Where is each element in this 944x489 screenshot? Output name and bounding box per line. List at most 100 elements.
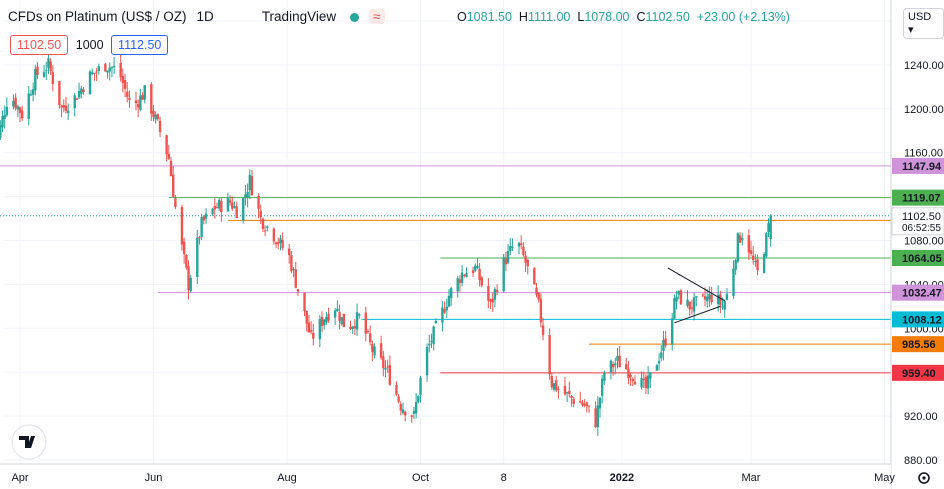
candle-body <box>465 273 468 278</box>
last-price-label: 1102.50 <box>902 211 941 223</box>
candle-body <box>340 317 343 324</box>
candle-body <box>570 395 573 398</box>
candle-body <box>211 208 214 215</box>
candle-body <box>664 338 667 346</box>
candle-body <box>600 378 604 396</box>
candle-body <box>136 104 140 108</box>
candle-body <box>463 275 466 277</box>
candle-body <box>128 97 131 101</box>
candle-body <box>263 230 267 232</box>
sell-button[interactable]: 1102.50 <box>10 35 69 55</box>
candle-body <box>104 63 107 72</box>
candle-body <box>51 72 55 84</box>
candle-body <box>649 372 652 379</box>
price-level-tag <box>892 284 944 301</box>
candle-body <box>491 298 494 303</box>
candle-body <box>119 62 122 78</box>
candle-body <box>231 202 234 209</box>
candle-body <box>323 319 326 326</box>
candle-body <box>502 256 505 292</box>
candle-body <box>60 105 63 108</box>
candle-body <box>447 295 451 307</box>
buy-button[interactable]: 1112.50 <box>111 35 169 55</box>
candle-body <box>434 320 438 324</box>
price-level-tag <box>892 336 944 353</box>
candle-body <box>769 215 772 239</box>
candle-body <box>274 242 278 245</box>
candle-body <box>495 290 499 292</box>
y-tick-label: 1160.00 <box>904 148 943 160</box>
candle-body <box>428 343 431 346</box>
candle-body <box>342 313 346 328</box>
candle-body <box>34 68 37 91</box>
candle-body <box>296 289 300 292</box>
candle-body <box>158 120 162 133</box>
candle-body <box>196 237 199 277</box>
candle-body <box>215 207 219 209</box>
candle-body <box>327 313 330 321</box>
candle-body <box>565 392 569 394</box>
candle-body <box>767 223 770 232</box>
candle-body <box>250 176 254 196</box>
quantity-label[interactable]: 1000 <box>75 38 104 52</box>
candle-body <box>533 268 536 285</box>
candle-body <box>156 114 160 120</box>
candle-body <box>307 322 311 333</box>
candle-body <box>371 343 374 352</box>
candle-body <box>121 76 125 84</box>
candle-body <box>355 312 359 330</box>
currency-button[interactable]: USD ▾ <box>903 8 944 39</box>
candle-body <box>364 312 368 334</box>
x-tick-label: Oct <box>412 472 429 484</box>
candle-body <box>552 383 556 390</box>
x-tick-label: Apr <box>11 472 28 484</box>
chart-grid <box>4 0 891 464</box>
candle-body <box>519 243 523 245</box>
candle-body <box>174 198 177 208</box>
gear-icon[interactable] <box>918 472 930 484</box>
candle-body <box>579 401 582 403</box>
candle-body <box>395 385 398 395</box>
candle-body <box>93 72 96 74</box>
candle-body <box>333 310 337 318</box>
candle-body <box>754 261 757 263</box>
tradingview-logo-icon[interactable] <box>11 424 47 460</box>
candle-body <box>1 116 4 128</box>
price-level-label: 1032.47 <box>902 288 942 300</box>
candle-body <box>487 286 490 301</box>
candle-body <box>677 290 680 295</box>
interval-label[interactable]: 1D <box>196 9 214 24</box>
candle-body <box>246 191 249 198</box>
candle-body <box>646 375 650 389</box>
candle-body <box>410 415 413 417</box>
candle-body <box>441 307 444 323</box>
candle-body <box>688 301 691 310</box>
source-label: TradingView <box>261 9 337 24</box>
candle-body <box>633 382 637 385</box>
candle-body <box>583 404 586 406</box>
countdown-label: 06:52:55 <box>902 223 941 234</box>
candle-body <box>261 218 265 229</box>
candle-body <box>535 287 538 295</box>
candle-body <box>5 106 9 116</box>
wave-icon[interactable]: ≈ <box>369 9 385 24</box>
candle-body <box>749 250 753 254</box>
candle-body <box>489 299 492 302</box>
candle-body <box>309 330 313 333</box>
candle-body <box>449 288 453 299</box>
candle-body <box>379 343 383 358</box>
candle-body <box>557 388 560 390</box>
candle-body <box>458 279 462 283</box>
candle-body <box>288 248 291 256</box>
symbol-title[interactable]: CFDs on Platinum (US$ / OZ) <box>8 9 187 24</box>
candle-body <box>762 254 766 273</box>
candle-body <box>414 401 418 414</box>
candle-body <box>58 80 61 106</box>
market-status-icon <box>350 12 360 22</box>
candle-body <box>248 174 252 191</box>
candle-body <box>169 160 173 177</box>
candle-body <box>14 97 17 109</box>
time-axis: Apr Jun Aug Oct 8 2022 Mar May <box>0 463 895 489</box>
price-axis-background <box>891 0 944 489</box>
